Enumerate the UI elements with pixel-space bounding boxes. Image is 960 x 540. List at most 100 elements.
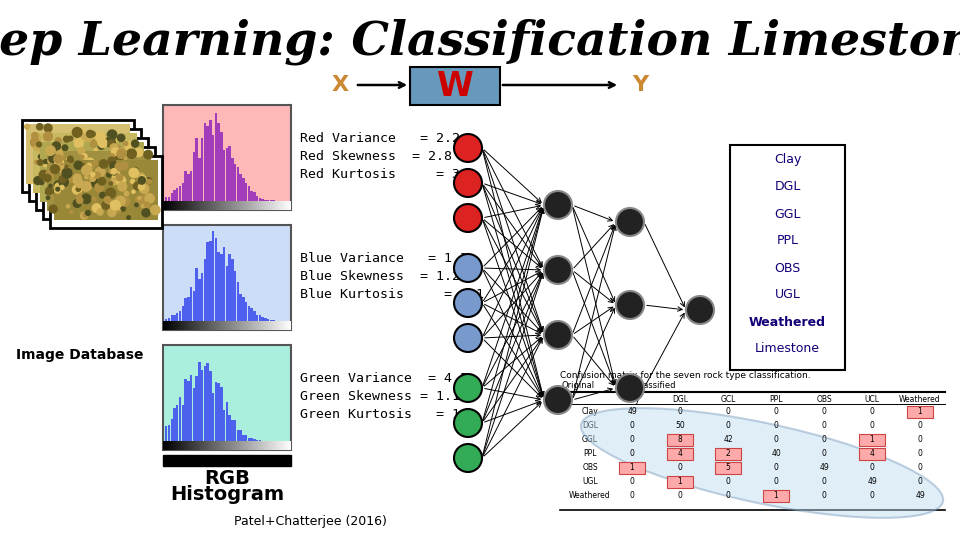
Bar: [235, 321, 236, 330]
Circle shape: [103, 166, 111, 174]
Bar: [167, 441, 168, 450]
Bar: [279, 201, 280, 210]
Bar: [236, 321, 237, 330]
Bar: [172, 201, 173, 210]
Circle shape: [63, 136, 69, 142]
Circle shape: [90, 176, 97, 183]
Circle shape: [127, 165, 130, 168]
Text: UGL: UGL: [582, 477, 598, 487]
Circle shape: [132, 140, 138, 147]
Bar: [283, 321, 284, 330]
Bar: [231, 201, 232, 210]
Bar: [267, 321, 268, 330]
Bar: [184, 321, 185, 330]
Bar: [256, 315, 258, 321]
Text: 0: 0: [918, 477, 923, 487]
Circle shape: [145, 194, 155, 203]
Bar: [167, 321, 168, 330]
Bar: [256, 321, 257, 330]
Circle shape: [78, 147, 84, 154]
Circle shape: [77, 197, 83, 204]
Circle shape: [145, 178, 152, 184]
Bar: [217, 441, 218, 450]
Circle shape: [127, 171, 136, 180]
Bar: [275, 201, 276, 210]
Text: Classified: Classified: [635, 381, 676, 390]
Bar: [186, 441, 187, 450]
Bar: [234, 271, 236, 321]
Bar: [183, 321, 184, 330]
Text: 0: 0: [918, 422, 923, 430]
Text: 0: 0: [870, 491, 875, 501]
Bar: [232, 321, 233, 330]
Text: PPL: PPL: [584, 449, 597, 458]
Bar: [173, 408, 176, 441]
Bar: [220, 132, 223, 201]
Bar: [208, 441, 209, 450]
Circle shape: [33, 133, 40, 141]
Circle shape: [46, 187, 53, 194]
Circle shape: [108, 140, 115, 147]
Circle shape: [129, 168, 138, 178]
Bar: [203, 201, 204, 210]
Bar: [286, 321, 287, 330]
Circle shape: [72, 169, 81, 177]
Bar: [281, 321, 282, 330]
Circle shape: [39, 148, 44, 153]
Bar: [206, 201, 207, 210]
Text: 0: 0: [870, 463, 875, 472]
Bar: [269, 201, 270, 210]
Bar: [179, 311, 181, 321]
Text: 0: 0: [822, 491, 827, 501]
Circle shape: [109, 166, 112, 169]
Circle shape: [143, 189, 149, 194]
Bar: [231, 321, 232, 330]
Circle shape: [50, 170, 54, 174]
FancyBboxPatch shape: [859, 434, 885, 446]
Bar: [222, 201, 223, 210]
Bar: [248, 321, 249, 330]
Circle shape: [115, 163, 123, 171]
Bar: [246, 201, 247, 210]
Bar: [261, 321, 262, 330]
Bar: [258, 198, 261, 201]
Circle shape: [84, 143, 87, 146]
Bar: [232, 201, 233, 210]
Bar: [217, 201, 218, 210]
Bar: [290, 441, 291, 450]
Bar: [284, 201, 285, 210]
Bar: [245, 321, 246, 330]
Circle shape: [45, 146, 55, 156]
Circle shape: [77, 184, 81, 188]
Circle shape: [54, 187, 63, 197]
Circle shape: [66, 205, 69, 208]
Bar: [270, 201, 271, 210]
Bar: [216, 201, 217, 210]
Text: 0: 0: [918, 435, 923, 444]
Circle shape: [106, 137, 115, 147]
Bar: [163, 201, 164, 210]
Circle shape: [78, 171, 86, 180]
Bar: [173, 441, 174, 450]
Circle shape: [100, 181, 109, 190]
Circle shape: [44, 159, 48, 164]
Circle shape: [121, 206, 126, 211]
Bar: [187, 441, 188, 450]
Circle shape: [124, 157, 131, 164]
Bar: [287, 441, 288, 450]
Bar: [209, 241, 211, 321]
Bar: [199, 441, 200, 450]
Bar: [231, 260, 233, 321]
Bar: [215, 238, 217, 321]
Bar: [261, 201, 262, 210]
Bar: [262, 321, 263, 330]
Bar: [223, 150, 226, 201]
Bar: [289, 441, 290, 450]
Text: DGL: DGL: [775, 180, 801, 193]
Bar: [212, 321, 213, 330]
Bar: [177, 321, 178, 330]
Circle shape: [70, 211, 73, 214]
Bar: [277, 201, 278, 210]
Bar: [228, 321, 229, 330]
Circle shape: [119, 189, 122, 192]
